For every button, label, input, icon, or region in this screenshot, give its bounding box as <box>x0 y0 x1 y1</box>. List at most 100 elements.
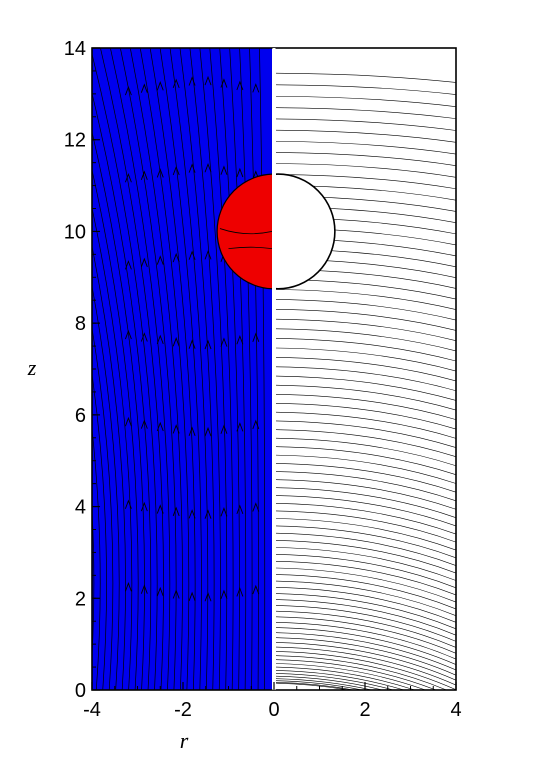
contour-line <box>276 655 448 690</box>
flow-arrow <box>124 581 132 592</box>
contour-line <box>276 682 351 690</box>
x-axis-label: r <box>180 728 189 753</box>
x-tick-label: -2 <box>174 699 192 721</box>
y-tick-label: 12 <box>64 130 86 152</box>
flow-arrow <box>204 250 212 260</box>
flow-arrow <box>204 591 212 602</box>
flow-arrow <box>252 332 260 342</box>
contour-line <box>276 328 456 352</box>
streamline <box>92 426 101 690</box>
x-tick-label: -4 <box>83 699 101 721</box>
streamline <box>92 92 152 690</box>
flow-arrow <box>252 584 260 595</box>
flow-arrow <box>220 78 228 88</box>
flow-arrow <box>236 167 244 178</box>
contour-line <box>276 574 456 610</box>
flow-arrow <box>236 80 244 91</box>
streamline <box>199 48 228 690</box>
contour-line <box>276 318 456 342</box>
contour-line <box>276 72 456 83</box>
streamline <box>0 38 12 700</box>
contour-line <box>276 118 456 131</box>
flow-arrow <box>220 589 228 600</box>
contour-line <box>276 616 456 654</box>
flow-arrow <box>204 162 212 173</box>
contour-line <box>276 518 456 551</box>
streamline <box>209 48 234 690</box>
flow-arrow <box>204 509 212 519</box>
streamline <box>0 38 43 700</box>
flow-arrow <box>172 589 180 599</box>
streamline <box>219 48 240 690</box>
drop-fill <box>216 173 272 290</box>
y-tick-label: 8 <box>75 313 86 335</box>
contour-line <box>276 495 456 527</box>
flow-arrow <box>220 424 228 434</box>
flow-arrow <box>124 85 132 96</box>
flow-arrow <box>188 426 196 436</box>
y-tick-label: 2 <box>75 588 86 610</box>
streamline <box>100 48 164 690</box>
streamline <box>92 326 114 690</box>
flow-arrow <box>204 426 212 437</box>
contour-line <box>276 510 456 543</box>
contour-line <box>276 651 456 690</box>
y-tick-label: 0 <box>75 680 86 702</box>
flow-arrow <box>156 255 164 265</box>
contour-line <box>276 554 456 589</box>
contour-line <box>276 605 456 642</box>
y-tick-label: 4 <box>75 497 86 519</box>
streamline <box>149 48 196 690</box>
contour-line <box>276 587 456 623</box>
streamline <box>179 48 215 690</box>
contour-line <box>276 680 364 690</box>
contour-line <box>276 642 456 681</box>
flow-arrow <box>124 329 132 340</box>
streamline <box>189 48 221 690</box>
contour-line <box>276 429 456 458</box>
contour-line <box>276 682 356 690</box>
contour-line <box>276 471 456 502</box>
flow-arrow <box>188 250 196 260</box>
contour-line <box>276 84 456 95</box>
contour-line <box>276 561 456 596</box>
contour-line <box>276 384 456 411</box>
streamline <box>92 244 126 690</box>
flow-arrow <box>236 334 244 345</box>
contour-line <box>276 152 456 166</box>
contour-line <box>276 95 456 107</box>
flow-arrow <box>156 81 164 91</box>
contour-line <box>276 670 405 690</box>
flow-arrow <box>252 419 260 430</box>
flow-arrow <box>204 75 212 86</box>
flow-arrow <box>140 83 148 93</box>
contour-line <box>276 107 456 119</box>
contour-line <box>276 659 437 690</box>
streamline <box>119 48 177 690</box>
streamline <box>92 372 107 690</box>
flow-arrow <box>156 334 164 345</box>
contour-line <box>276 503 456 535</box>
flow-arrow <box>156 421 164 432</box>
y-tick-label: 10 <box>64 221 86 243</box>
contour-line <box>276 347 456 372</box>
streamline <box>139 48 190 690</box>
flow-arrow <box>188 509 196 519</box>
flow-arrow <box>236 504 244 515</box>
streamline <box>259 48 266 690</box>
contour-line <box>276 632 456 671</box>
flow-arrow <box>140 332 148 342</box>
flow-arrow <box>188 163 196 173</box>
contour-line <box>276 646 456 686</box>
x-tick-label: 2 <box>359 699 370 721</box>
flow-arrow <box>172 424 180 434</box>
streamline <box>92 52 158 690</box>
flow-arrow <box>140 419 148 429</box>
flow-arrow <box>172 337 180 347</box>
streamline <box>92 504 95 662</box>
flow-arrow <box>172 506 180 517</box>
streamline <box>92 130 145 690</box>
streamline <box>129 48 183 690</box>
y-tick-labels: 0 2 4 6 8 10 12 14 <box>64 38 86 702</box>
flow-arrow <box>220 337 228 347</box>
